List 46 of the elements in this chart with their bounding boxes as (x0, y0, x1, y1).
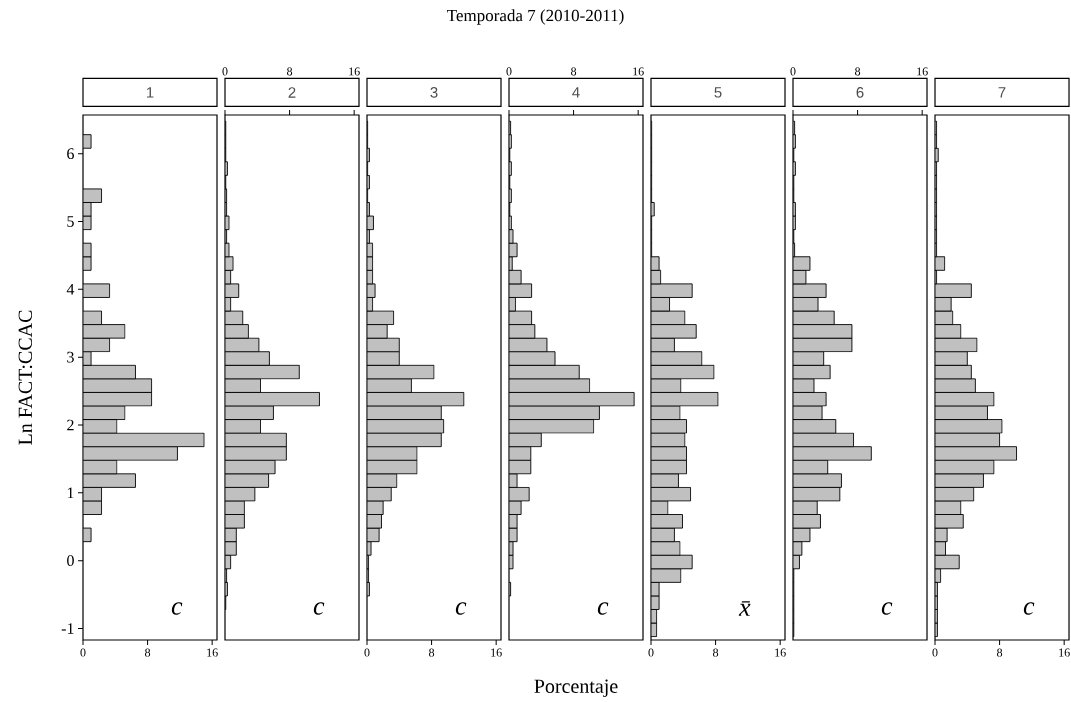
x-tick-label: 16 (917, 67, 928, 76)
x-tick-label: 8 (429, 648, 435, 657)
chart-subtitle: 5 (714, 87, 722, 98)
x-tick-label: 8 (713, 648, 719, 657)
x-tick-label: 0 (932, 648, 938, 657)
y-tick-label: 3 (67, 351, 74, 363)
x-tick-label: 0 (648, 648, 654, 657)
chart-subtitle: 2 (288, 87, 296, 98)
annotation: c (313, 602, 325, 615)
x-tick-label: 16 (207, 648, 218, 657)
x-tick-label: 16 (775, 648, 786, 657)
x-tick-label: 8 (287, 67, 293, 76)
x-tick-label: 16 (491, 648, 502, 657)
x-tick-label: 8 (571, 67, 577, 76)
y-tick-label: 1 (67, 487, 74, 499)
chart-subtitle: 3 (430, 87, 438, 98)
x-tick-label: 0 (364, 648, 370, 657)
chart-subtitle: 4 (572, 87, 580, 98)
annotation: c (171, 602, 183, 615)
annotation: x̄ (738, 601, 751, 616)
annotation: c (1023, 602, 1035, 615)
chart-subtitle: 6 (856, 87, 864, 98)
y-tick-label: 2 (67, 419, 74, 431)
x-tick-label: 16 (633, 67, 644, 76)
y-axis-title: Ln FACT:CCAC (18, 310, 33, 445)
x-tick-label: 8 (855, 67, 861, 76)
annotation: c (597, 602, 609, 615)
x-tick-label: 8 (145, 648, 151, 657)
y-tick-label: 5 (67, 216, 74, 227)
x-tick-label: 16 (349, 67, 360, 76)
y-tick-label: 4 (66, 284, 75, 295)
annotation: c (881, 602, 893, 615)
chart-title: Temporada 7 (2010-2011) (447, 9, 624, 25)
x-tick-label: 8 (997, 648, 1003, 657)
x-tick-label: 0 (80, 648, 86, 657)
y-tick-label: -1 (61, 623, 74, 634)
chart-subtitle: 1 (146, 87, 154, 98)
y-tick-label: 0 (67, 555, 74, 567)
x-tick-label: 0 (790, 67, 796, 76)
y-tick-label: 6 (67, 148, 74, 160)
x-axis-title: Porcentaje (534, 679, 618, 698)
x-tick-label: 16 (1059, 648, 1070, 657)
annotation: c (455, 602, 467, 615)
x-tick-label: 0 (222, 67, 228, 76)
chart-subtitle: 7 (998, 87, 1006, 98)
x-tick-label: 0 (506, 67, 512, 76)
